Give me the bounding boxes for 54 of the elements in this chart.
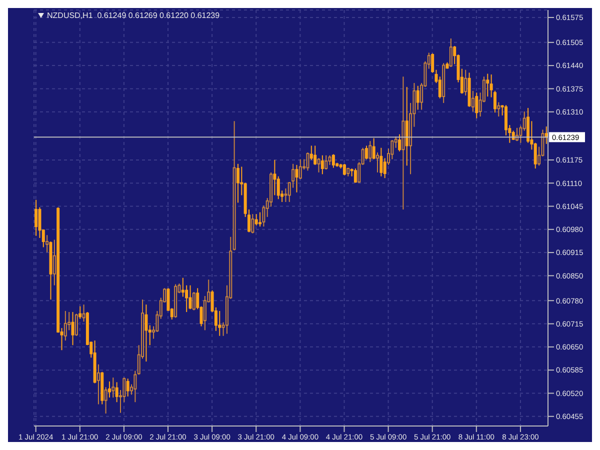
candlestick (236, 163, 240, 204)
candlestick (368, 140, 372, 163)
candlestick (192, 292, 196, 311)
candlestick (464, 69, 468, 96)
candlestick (64, 310, 67, 342)
chart-title: NZDUSD,H1 0.61249 0.61269 0.61220 0.61239 (47, 11, 220, 20)
candlestick (273, 159, 276, 196)
candlestick (134, 370, 137, 403)
candlestick (218, 310, 222, 336)
candlestick (332, 154, 335, 168)
candlestick (398, 134, 402, 152)
candlestick (34, 199, 38, 236)
candlestick (306, 152, 310, 172)
candlestick (74, 313, 78, 336)
candlestick (534, 142, 537, 169)
candlestick (251, 214, 254, 234)
candlestick (380, 147, 383, 177)
candlestick (52, 239, 56, 286)
candlestick (82, 304, 86, 322)
candlestick (438, 76, 442, 99)
candlestick (328, 154, 332, 166)
candlestick (364, 145, 368, 160)
candlestick (298, 158, 302, 180)
candlestick (258, 212, 262, 228)
candlestick (254, 214, 258, 226)
candlestick (46, 234, 49, 253)
candlestick (486, 73, 490, 98)
candlestick (295, 164, 298, 193)
candlestick (71, 312, 74, 346)
candlestick (497, 102, 500, 117)
candlestick (108, 380, 111, 398)
candlestick (96, 364, 100, 405)
candlestick (342, 163, 346, 176)
candlestick (475, 92, 478, 119)
candlestick (314, 145, 317, 166)
candlestick (320, 154, 324, 175)
candlestick (181, 277, 184, 298)
candlestick (188, 284, 192, 310)
candlestick (449, 38, 452, 68)
candlestick (126, 378, 130, 397)
candlestick (372, 138, 376, 160)
candlestick (376, 152, 379, 173)
candlestick (416, 85, 420, 110)
candlestick (471, 90, 474, 112)
candlestick (115, 382, 118, 403)
candlestick (317, 158, 320, 173)
candlestick (144, 304, 148, 362)
candlestick (112, 377, 115, 398)
candlestick (276, 176, 280, 200)
candlestick (104, 386, 108, 414)
candlestick (78, 306, 82, 320)
candlestick (354, 168, 357, 184)
candlestick (383, 158, 386, 179)
candlestick (324, 154, 328, 170)
